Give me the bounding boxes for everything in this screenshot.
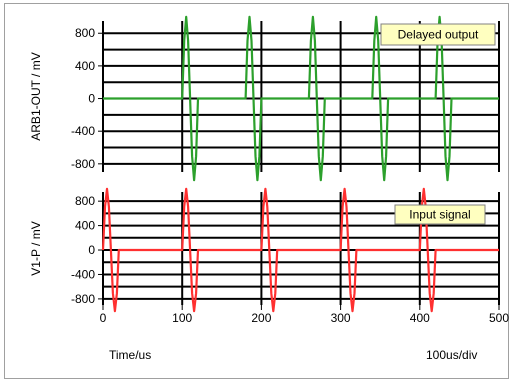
y-tick-label: 0 [88, 243, 95, 257]
y-axis-label-top: ARB1-OUT / mV [29, 52, 43, 140]
y-tick-label: 800 [75, 26, 95, 40]
legend-box [380, 23, 496, 46]
panel-delayed-output: 800 400 0 -400 -800 Delayed output ARB1-OUT … [29, 15, 500, 182]
legend-label: Input signal [409, 208, 470, 222]
series-line [101, 187, 499, 313]
y-axis-label-bottom: V1-P / mV [29, 221, 43, 275]
legend-delayed-output: Delayed output [380, 23, 496, 46]
y-tick-label: -400 [71, 267, 95, 281]
y-tick-label: -400 [71, 124, 95, 138]
x-ticks: 0 100 200 300 400 500 [100, 305, 509, 325]
x-tick-label: 400 [410, 311, 430, 325]
y-tick-label: -800 [71, 157, 95, 171]
y-tick-label: 0 [88, 92, 95, 106]
panel-input-signal: 800 400 0 -400 -800 Input signal V1-P / mV 0… [29, 187, 509, 325]
y-tick-label: 400 [75, 219, 95, 233]
y-ticks-bottom: 800 400 0 -400 -800 [71, 194, 103, 306]
y-tick-label: -800 [71, 292, 95, 306]
legend-input-signal: Input signal [394, 204, 486, 225]
time-scale-label: 100us/div [426, 348, 477, 362]
y-ticks-top: 800 400 0 -400 -800 [71, 26, 103, 171]
grid-top [102, 21, 500, 172]
x-axis-label: Time/us [109, 348, 151, 362]
x-tick-label: 200 [251, 311, 271, 325]
y-tick-label: 400 [75, 59, 95, 73]
x-tick-label: 0 [100, 311, 107, 325]
legend-label: Delayed output [398, 28, 479, 42]
x-tick-label: 500 [489, 311, 509, 325]
y-tick-label: 800 [75, 194, 95, 208]
series-bottom [101, 187, 499, 313]
x-tick-label: 100 [172, 311, 192, 325]
legend-box [394, 204, 486, 225]
x-tick-label: 300 [331, 311, 351, 325]
